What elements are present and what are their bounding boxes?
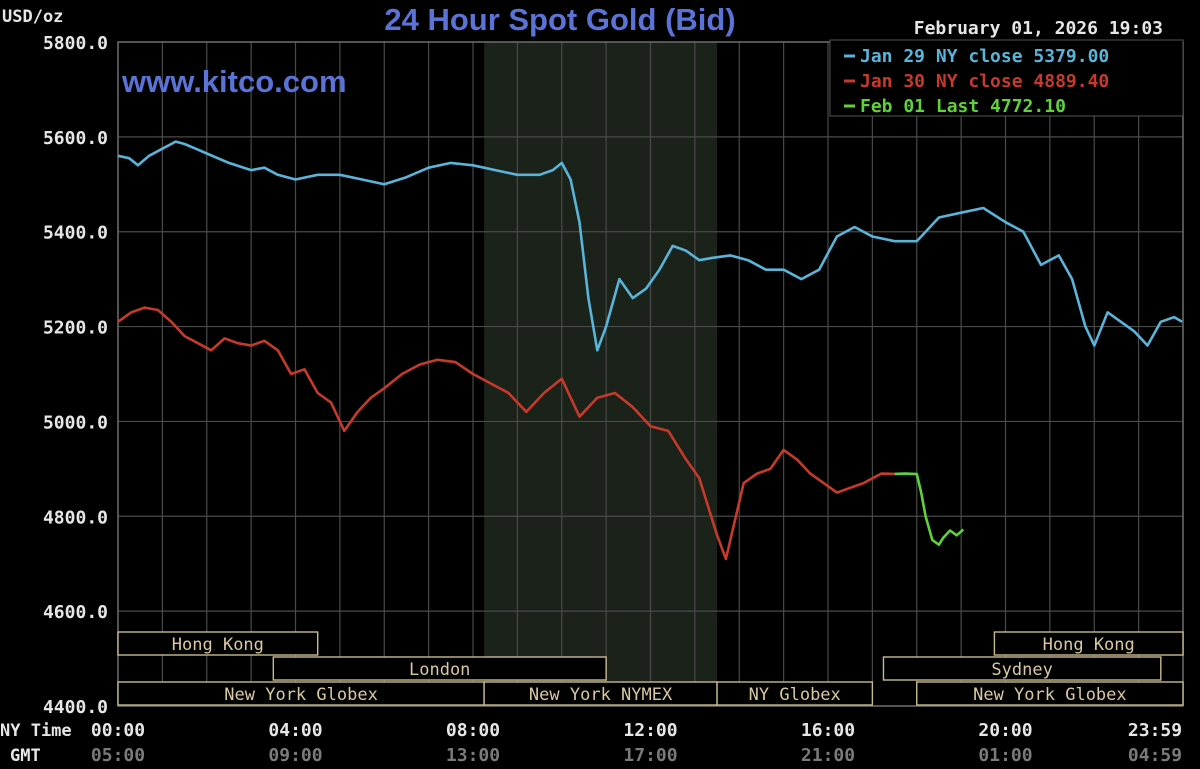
y-tick-label: 5600.0	[43, 128, 108, 149]
x-tick-label-ny: 12:00	[623, 720, 677, 741]
legend-label: Feb 01 Last 4772.10	[860, 96, 1066, 117]
session-bar	[993, 631, 1184, 656]
y-tick-label: 5200.0	[43, 318, 108, 339]
session-label: Sydney	[991, 660, 1052, 680]
chart-title: 24 Hour Spot Gold (Bid)	[384, 2, 735, 37]
session-label: NY Globex	[749, 685, 841, 705]
series-line-2	[894, 472, 965, 546]
y-axis-label: USD/oz	[2, 7, 63, 27]
x-tick-label-gmt: 01:00	[978, 745, 1032, 766]
grid-layer	[117, 41, 1184, 707]
session-label: Hong Kong	[1043, 635, 1135, 655]
x-tick-label-gmt: 05:00	[91, 745, 145, 766]
series-line-0	[117, 140, 1183, 352]
x-tick-label-ny: 00:00	[91, 720, 145, 741]
y-tick-label: 5400.0	[43, 223, 108, 244]
legend-box	[829, 39, 1184, 117]
session-bar	[716, 681, 874, 706]
x-tick-label-gmt: 17:00	[623, 745, 677, 766]
x-tick-label-ny: 08:00	[446, 720, 500, 741]
legend-label: Jan 30 NY close 4889.40	[860, 71, 1109, 92]
series-line-1	[117, 306, 895, 561]
x-tick-label-ny: 20:00	[978, 720, 1032, 741]
session-bar	[882, 656, 1162, 681]
session-label: New York NYMEX	[529, 685, 673, 705]
y-tick-label: 5000.0	[43, 412, 108, 433]
session-bar	[117, 631, 319, 656]
x-tick-label-ny: 16:00	[801, 720, 855, 741]
session-layer: Hong Kong Hong Kong London Sydney New York G…	[117, 631, 1184, 706]
y-tick-label: 4800.0	[43, 507, 108, 528]
x-axis-ticks: 00:00 05:00 04:00 09:00 08:00 13:00 12:00 17:00…	[91, 720, 1182, 766]
nymex-session-shade	[484, 42, 718, 706]
x-tick-label-gmt: 13:00	[446, 745, 500, 766]
session-bar	[272, 656, 607, 681]
gmt-row-label: GMT	[10, 746, 41, 766]
x-tick-label-ny: 23:59	[1128, 720, 1182, 741]
ny-time-row-label: NY Time	[0, 721, 72, 741]
session-label: New York Globex	[224, 685, 378, 705]
legend: Jan 29 NY close 5379.00 Jan 30 NY close 4…	[829, 39, 1184, 117]
legend-label: Jan 29 NY close 5379.00	[860, 46, 1109, 67]
plot-border	[117, 41, 1184, 707]
y-axis-ticks: 5800.0 5600.0 5400.0 5200.0 5000.0 4800.0 4600…	[43, 33, 108, 718]
x-tick-label-gmt: 09:00	[268, 745, 322, 766]
y-tick-label: 4400.0	[43, 697, 108, 718]
y-tick-label: 4600.0	[43, 602, 108, 623]
series-layer	[117, 140, 1183, 561]
watermark: www.kitco.com	[121, 64, 347, 99]
x-tick-label-ny: 04:00	[268, 720, 322, 741]
nymex-shade-layer	[484, 42, 718, 706]
y-tick-label: 5800.0	[43, 33, 108, 54]
session-label: Hong Kong	[172, 635, 264, 655]
session-bar	[916, 681, 1184, 706]
x-tick-label-gmt: 04:59	[1128, 745, 1182, 766]
session-label: London	[409, 660, 470, 680]
chart-timestamp: February 01, 2026 19:03	[914, 18, 1163, 39]
x-tick-label-gmt: 21:00	[801, 745, 855, 766]
session-label: New York Globex	[973, 685, 1127, 705]
